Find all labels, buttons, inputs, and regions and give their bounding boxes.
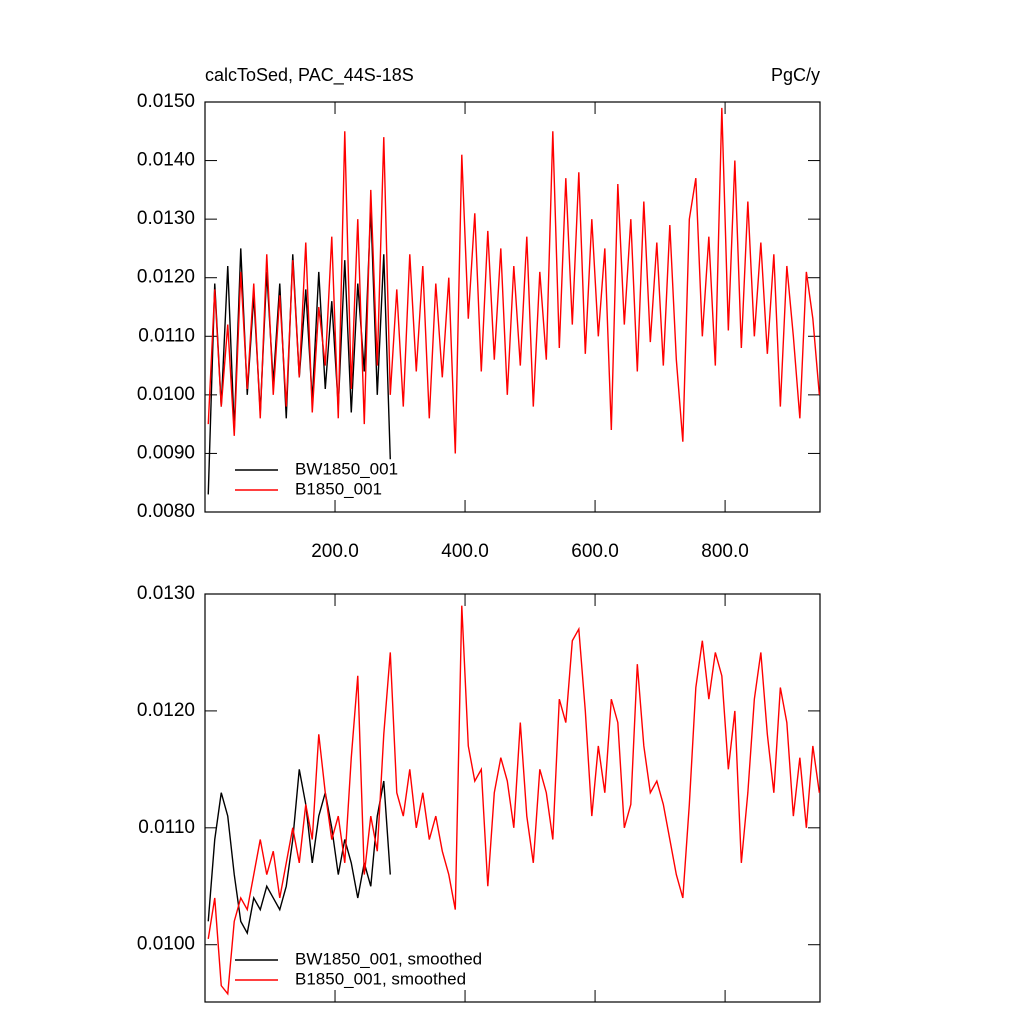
y-tick-label: 0.0120 [137,267,195,288]
y-tick-label: 0.0110 [138,817,195,838]
data-line [207,605,821,996]
plot-frame [204,101,821,513]
y-tick-label: 0.0120 [137,700,195,721]
y-tick-label: 0.0130 [137,208,195,229]
x-tick-label: 800.0 [701,541,749,562]
y-tick-label: 0.0130 [137,583,195,604]
y-tick-label: 0.0140 [137,150,195,171]
units-label: PgC/y [771,65,820,85]
y-tick-label: 0.0090 [137,442,195,463]
legend-label: B1850_001 [295,479,382,498]
legend-label: BW1850_001, smoothed [295,949,482,968]
y-tick-label: 0.0110 [138,325,195,346]
y-tick-label: 0.0080 [137,501,195,522]
x-tick-label: 600.0 [571,541,619,562]
data-line [207,107,821,454]
legend-label: BW1850_001 [295,459,398,478]
legend-label: B1850_001, smoothed [295,969,466,988]
data-line [207,207,391,495]
y-tick-label: 0.0100 [137,934,195,955]
x-tick-label: 400.0 [441,541,489,562]
plot-frame [204,593,821,1003]
x-tick-label: 200.0 [311,541,359,562]
y-tick-label: 0.0150 [137,91,195,112]
y-tick-label: 0.0100 [137,384,195,405]
chart-title: calcToSed, PAC_44S-18S [205,65,414,86]
